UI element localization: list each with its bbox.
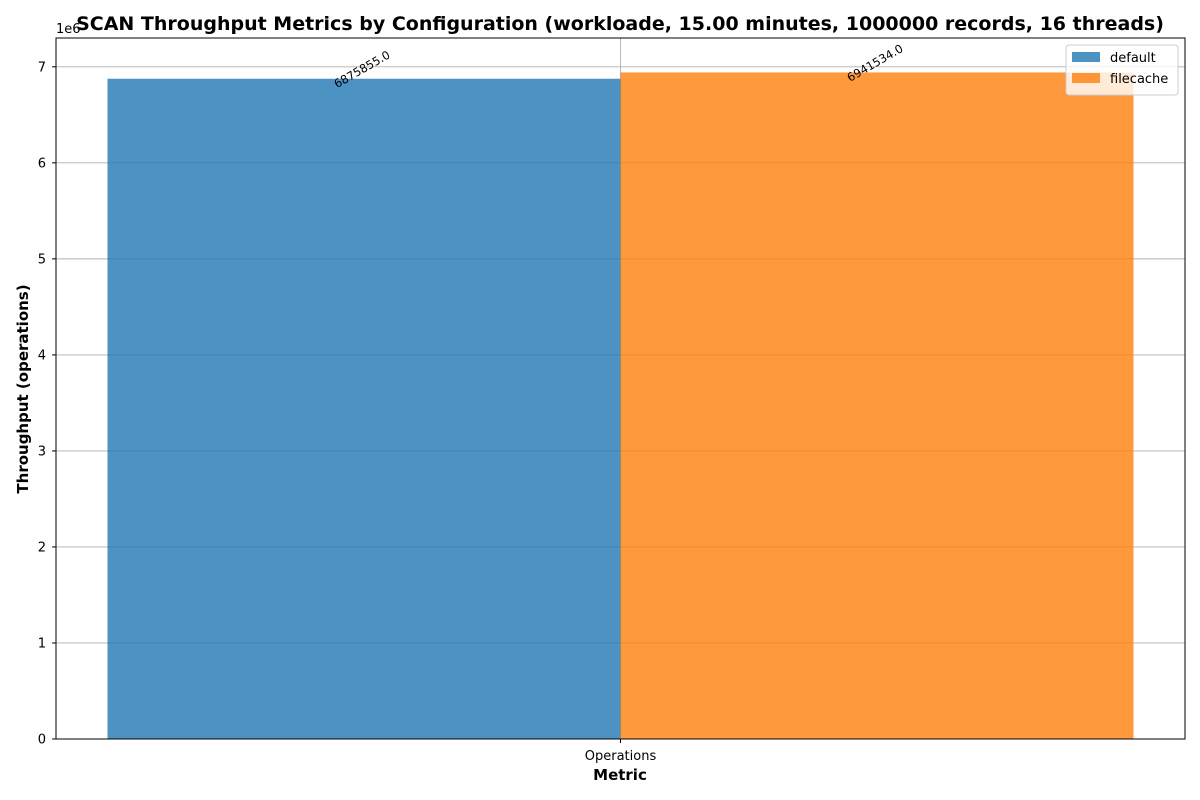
y-axis-ticks: 0 1 2 3 4 5 6 7	[38, 60, 56, 748]
y-tick-label: 7	[38, 60, 46, 75]
y-axis-offset-label: 1e6	[56, 22, 81, 37]
legend-swatch-filecache	[1072, 73, 1100, 83]
bar-default	[107, 78, 621, 739]
legend-swatch-default	[1072, 52, 1100, 62]
bar-filecache	[620, 72, 1134, 740]
x-tick-label: Operations	[585, 749, 657, 764]
legend: default filecache	[1065, 44, 1179, 96]
legend-label-filecache: filecache	[1110, 72, 1168, 87]
y-axis-label: Throughput (operations)	[14, 284, 32, 493]
legend-label-default: default	[1110, 51, 1156, 66]
y-tick-label: 1	[38, 636, 46, 651]
y-tick-label: 6	[38, 156, 46, 171]
y-tick-label: 0	[38, 733, 46, 748]
x-axis-ticks: Operations	[585, 739, 657, 764]
y-tick-label: 2	[38, 540, 46, 555]
y-tick-label: 5	[38, 252, 46, 267]
chart-title: SCAN Throughput Metrics by Configuration…	[76, 13, 1164, 35]
x-axis-label: Metric	[593, 766, 647, 784]
y-tick-label: 4	[38, 348, 46, 363]
bars	[107, 72, 1134, 740]
y-tick-label: 3	[38, 444, 46, 459]
